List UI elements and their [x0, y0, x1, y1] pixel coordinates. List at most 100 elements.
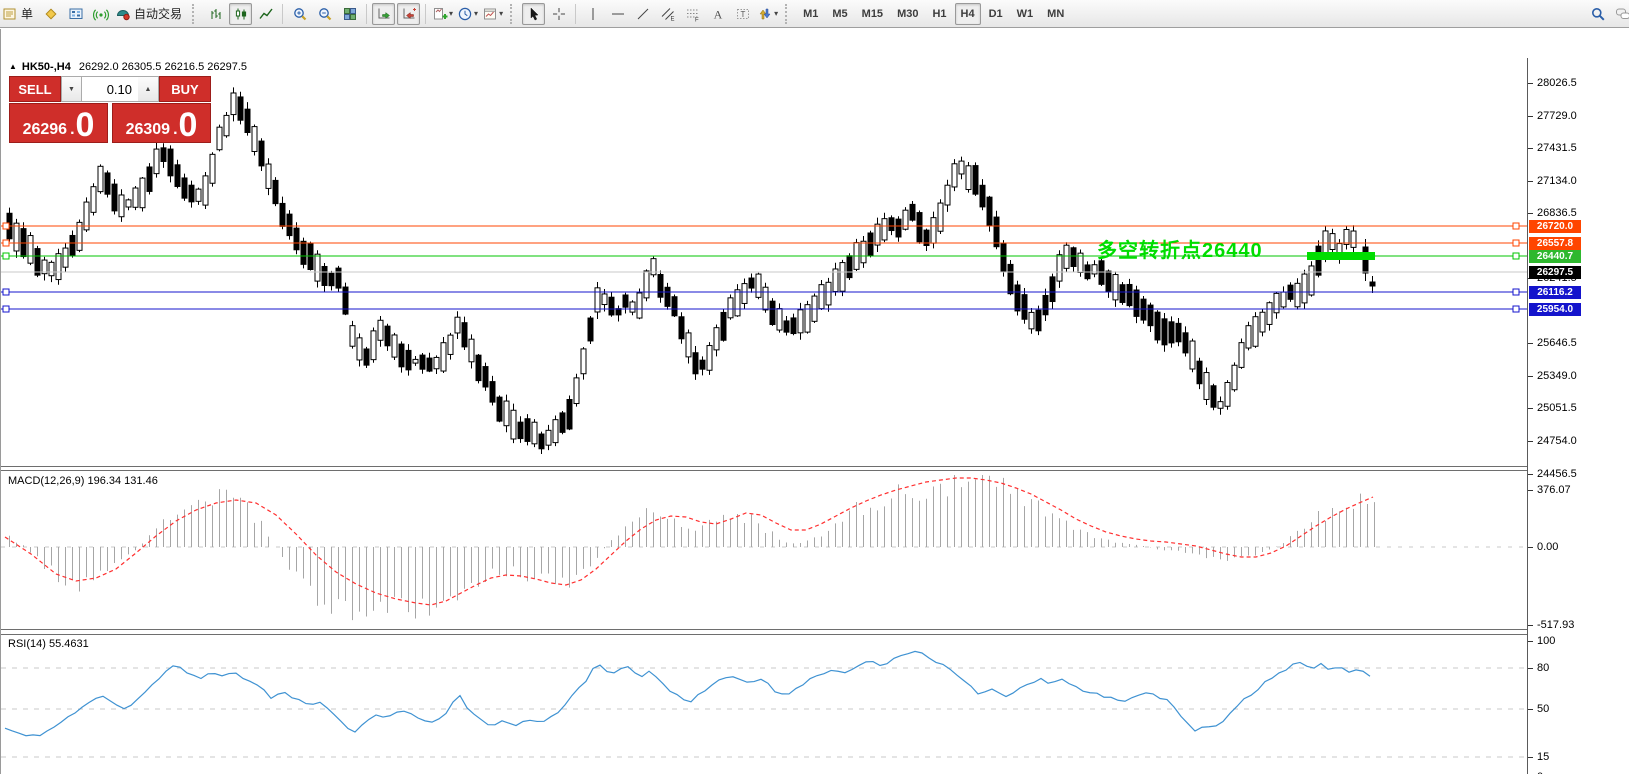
trendline-button[interactable]	[631, 3, 654, 25]
tf-d1-button[interactable]: D1	[983, 3, 1009, 25]
search-button[interactable]	[1586, 3, 1609, 25]
chart-annotation-text[interactable]: 多空转折点26440	[1097, 240, 1263, 262]
new-order-button[interactable]: 单	[1, 3, 37, 25]
candlestick-chart-button[interactable]	[229, 2, 253, 25]
chat-button[interactable]	[1611, 3, 1629, 25]
svg-text:T: T	[740, 10, 745, 19]
main-chart-canvas[interactable]	[1, 58, 1527, 466]
price-axis-tick	[1528, 440, 1533, 442]
text-button[interactable]: A	[706, 3, 729, 25]
tf-h4-button[interactable]: H4	[954, 2, 981, 25]
tile-windows-button[interactable]	[338, 3, 361, 25]
buy-button[interactable]: BUY	[159, 76, 211, 102]
crosshair-icon	[551, 6, 567, 22]
price-level-label: 25954.0	[1529, 302, 1581, 316]
addindicator-icon	[432, 6, 448, 22]
autotrading-button[interactable]: 自动交易	[114, 3, 186, 25]
price-tick-label: 0.00	[1537, 541, 1559, 553]
label-button[interactable]: T	[731, 3, 754, 25]
chart-shift-button[interactable]	[397, 2, 421, 25]
neworder-icon	[2, 6, 18, 22]
fibonacci-button[interactable]: F	[681, 3, 704, 25]
price-axis-tick	[1528, 668, 1533, 669]
zoom-out-button[interactable]	[313, 3, 336, 25]
market-watch-button[interactable]	[64, 3, 87, 25]
indicators-button[interactable]: ▾	[431, 3, 454, 25]
periods-button[interactable]: ▾	[456, 3, 479, 25]
chartshift-icon	[401, 6, 417, 22]
volume-increase-button[interactable]: ▲	[138, 76, 159, 102]
price-tick-label: 24456.5	[1537, 468, 1577, 480]
zoomin-icon	[292, 6, 308, 22]
price-tick-label: 80	[1537, 662, 1550, 674]
price-axis-tick	[1528, 547, 1533, 548]
level-lines-layer[interactable]	[1, 222, 1527, 313]
price-axis-tick	[1528, 213, 1533, 214]
price-tick-label: 25051.5	[1537, 402, 1577, 414]
metaeditor-icon-button[interactable]	[39, 3, 62, 25]
price-tick-label: 376.07	[1537, 484, 1571, 496]
price-axis-tick	[1528, 375, 1533, 377]
price-tick-label: 50	[1537, 703, 1550, 715]
tf-m15-button[interactable]: M15	[856, 3, 889, 25]
macd-histogram	[9, 475, 1375, 621]
price-axis[interactable]: 28026.527729.027431.527134.026836.526241…	[1527, 58, 1629, 774]
cursor-button[interactable]	[522, 2, 546, 25]
chevron-down-icon: ▾	[499, 9, 504, 18]
tf-m5-button[interactable]: M5	[826, 3, 853, 25]
chart-macd-splitter[interactable]	[1, 466, 1527, 471]
tf-m5-button-label: M5	[832, 7, 848, 20]
auto-scroll-button[interactable]	[372, 2, 396, 25]
zoom-in-button[interactable]	[288, 3, 311, 25]
new-order-button-label: 单	[21, 7, 34, 21]
macd-panel-canvas[interactable]	[1, 471, 1527, 629]
symbol-period-label: HK50-,H4	[21, 61, 71, 73]
signal-icon	[92, 6, 109, 22]
templates-button[interactable]: ▾	[481, 3, 504, 25]
sell-price-dot: .	[70, 121, 75, 138]
textA-icon: A	[710, 6, 726, 22]
tf-mn-button[interactable]: MN	[1041, 3, 1070, 25]
tf-m15-button-label: M15	[861, 7, 884, 20]
tf-m30-button[interactable]: M30	[891, 3, 924, 25]
horizontal-line-button[interactable]	[606, 3, 629, 25]
toolbar-separator	[575, 3, 577, 24]
bar-chart-button[interactable]	[204, 3, 227, 25]
tf-w1-button-label: W1	[1016, 7, 1034, 20]
toolbar: 单 自动交易 ▾ ▾ ▾ E F A T ▾ M1 M5 M15 M30 H1 H4 D1 W1 MN	[0, 0, 1629, 28]
line-chart-button[interactable]	[254, 3, 277, 25]
chart-window: ▲ HK50-,H4 26292.0 26305.5 26216.5 26297.5…	[0, 29, 1629, 774]
chart-title-ohlc: ▲ HK50-,H4 26292.0 26305.5 26216.5 26297.5	[9, 61, 247, 73]
rsi-panel-canvas[interactable]	[1, 635, 1527, 774]
tf-m1-button[interactable]: M1	[797, 3, 824, 25]
bars-icon	[208, 6, 224, 22]
buy-price-dot: .	[173, 121, 178, 138]
arrows-button[interactable]: ▾	[756, 3, 779, 25]
tf-h1-button[interactable]: H1	[926, 3, 952, 25]
sell-button[interactable]: SELL	[9, 76, 61, 102]
tf-mn-button-label: MN	[1047, 7, 1065, 20]
price-tick-label: 25646.5	[1537, 337, 1577, 349]
labelT-icon: T	[735, 6, 751, 22]
tf-w1-button[interactable]: W1	[1011, 3, 1040, 25]
macd-rsi-splitter[interactable]	[1, 629, 1527, 635]
search-icon	[1590, 6, 1606, 22]
toolbar-separator	[282, 3, 284, 24]
volume-decrease-button[interactable]: ▼	[61, 76, 82, 102]
vline-icon	[585, 6, 601, 22]
price-axis-tick	[1528, 625, 1533, 626]
buy-price-button[interactable]: 26309 . 0	[112, 103, 211, 143]
signals-button[interactable]	[89, 3, 112, 25]
price-level-label: 26440.7	[1529, 249, 1581, 263]
trend-highlight-segment	[1307, 252, 1375, 260]
crosshair-button[interactable]	[547, 3, 570, 25]
vertical-line-button[interactable]	[581, 3, 604, 25]
toolbar-separator	[425, 3, 427, 24]
chevron-down-icon: ▾	[449, 9, 454, 18]
sell-price-button[interactable]: 26296 . 0	[9, 103, 108, 143]
channel-button[interactable]: E	[656, 3, 679, 25]
collapse-icon[interactable]: ▲	[9, 62, 17, 71]
volume-input[interactable]: 0.10	[82, 76, 138, 102]
price-tick-label: 25349.0	[1537, 369, 1577, 382]
rsi-line	[4, 650, 1371, 737]
